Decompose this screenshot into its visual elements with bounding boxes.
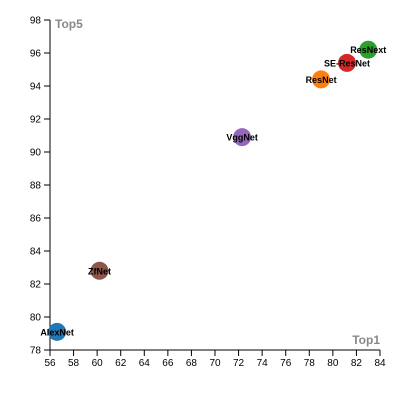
data-points: AlexNet ZfNet VggNet ResNet SE-ResNet ResNext (40, 40, 386, 341)
data-point (48, 322, 67, 341)
x-tick-label: 66 (162, 358, 174, 369)
y-tick-label: 86 (30, 214, 42, 225)
y-axis: 78 80 82 84 86 88 90 92 94 96 98 (30, 16, 51, 357)
y-tick-label: 88 (30, 181, 42, 192)
point-label: VggNet (226, 133, 258, 143)
x-axis-title: Top1 (352, 333, 380, 347)
x-tick-label: 72 (233, 358, 245, 369)
x-tick-label: 60 (92, 358, 104, 369)
x-tick-label: 70 (209, 358, 221, 369)
y-tick-label: 78 (30, 346, 42, 357)
x-axis: 56 58 60 62 64 66 68 70 72 74 76 78 80 82 84 (44, 349, 386, 369)
x-tick-label: 80 (327, 358, 339, 369)
x-tick-label: 62 (115, 358, 127, 369)
data-point (338, 53, 356, 72)
data-point (312, 70, 331, 89)
x-tick-label: 78 (304, 358, 316, 369)
x-tick-label: 76 (280, 358, 292, 369)
x-tick-label: 82 (351, 358, 363, 369)
y-axis-title: Top5 (55, 17, 83, 31)
data-point (359, 40, 378, 59)
y-tick-label: 82 (30, 280, 42, 291)
point-label: AlexNet (40, 327, 74, 337)
x-tick-label: 84 (374, 358, 386, 369)
x-tick-label: 74 (257, 358, 269, 369)
y-tick-label: 98 (30, 16, 42, 27)
data-point (233, 128, 252, 147)
data-point (90, 261, 109, 280)
point-label: ResNext (350, 45, 386, 55)
y-tick-label: 84 (30, 247, 42, 258)
y-tick-label: 96 (30, 49, 42, 60)
y-tick-label: 92 (30, 115, 42, 126)
point-label: SE-ResNet (324, 58, 370, 68)
x-tick-label: 58 (68, 358, 80, 369)
x-tick-label: 56 (44, 358, 56, 369)
y-tick-label: 90 (30, 148, 42, 159)
y-tick-label: 94 (30, 82, 42, 93)
y-tick-label: 80 (30, 313, 42, 324)
x-tick-label: 68 (186, 358, 198, 369)
x-tick-label: 64 (139, 358, 151, 369)
point-label: ZfNet (88, 266, 111, 276)
point-label: ResNet (306, 75, 337, 85)
